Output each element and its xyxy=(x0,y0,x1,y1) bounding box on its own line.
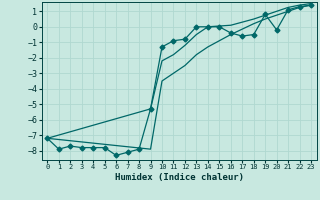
X-axis label: Humidex (Indice chaleur): Humidex (Indice chaleur) xyxy=(115,173,244,182)
